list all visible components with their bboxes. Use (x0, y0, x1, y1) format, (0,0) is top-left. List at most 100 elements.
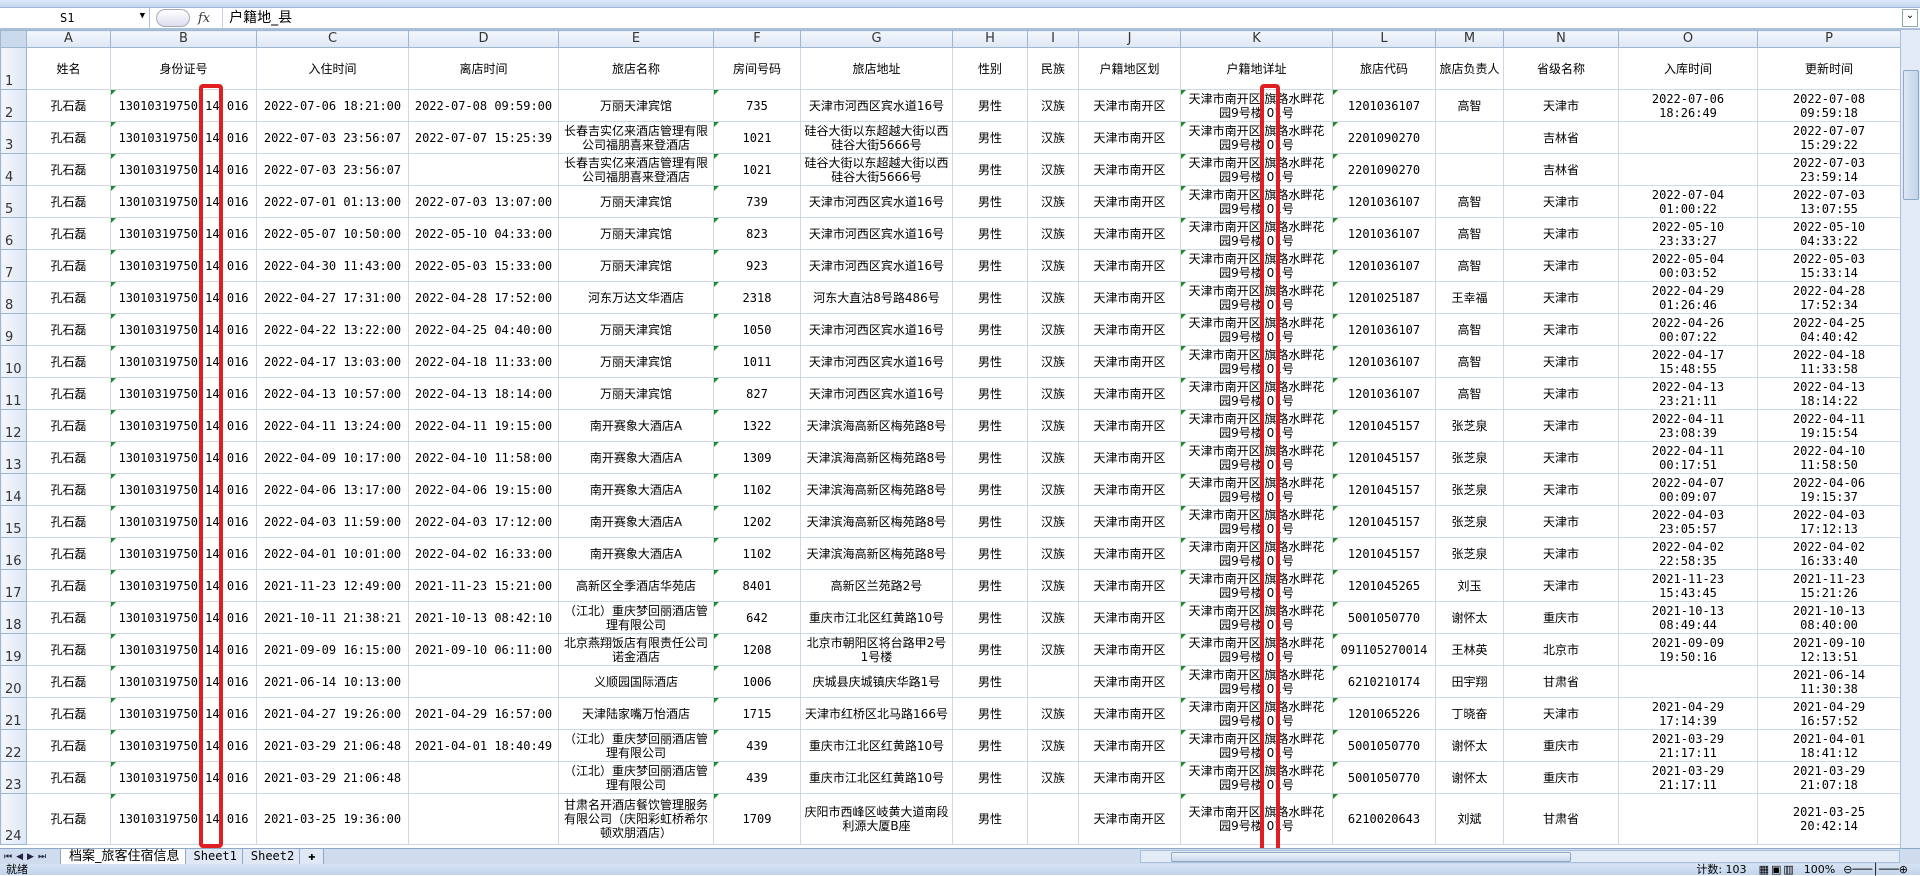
row-header[interactable]: 12 (0, 409, 27, 442)
cell-P[interactable]: 2022-04-06 19:15:37 (1757, 473, 1901, 506)
cell-B[interactable]: 13010319750 14 016 (110, 121, 257, 154)
select-all-button[interactable] (0, 30, 27, 48)
cell-E[interactable]: 天津陆家嘴万怡酒店 (558, 697, 714, 730)
cell-L[interactable]: 1201045157 (1332, 537, 1436, 570)
cell-A[interactable]: 孔石磊 (26, 665, 111, 698)
cell-A[interactable]: 孔石磊 (26, 505, 111, 538)
cell-H[interactable]: 男性 (952, 121, 1028, 154)
cell-F[interactable]: 642 (713, 601, 801, 634)
cell-J[interactable]: 天津市南开区 (1078, 761, 1181, 794)
cell-D[interactable]: 2022-07-07 15:25:39 (408, 121, 559, 154)
cell-H[interactable]: 男性 (952, 665, 1028, 698)
cell-A[interactable]: 孔石磊 (26, 793, 111, 845)
cell-G[interactable]: 天津市河西区宾水道16号 (800, 217, 953, 250)
cell-G[interactable]: 河东大直沽8号路486号 (800, 281, 953, 314)
column-header-B[interactable]: B (110, 30, 257, 48)
cell-C[interactable]: 2022-07-03 23:56:07 (256, 121, 409, 154)
cell-G[interactable]: 天津市河西区宾水道16号 (800, 377, 953, 410)
cell-J[interactable]: 天津市南开区 (1078, 249, 1181, 282)
cell-F[interactable]: 1309 (713, 441, 801, 474)
cell-F[interactable]: 823 (713, 217, 801, 250)
cell-I[interactable]: 汉族 (1027, 409, 1079, 442)
cell-H[interactable]: 男性 (952, 313, 1028, 346)
cell-K[interactable]: 天津市南开区 旗路水畔花园9号楼 01号 (1180, 601, 1333, 634)
cell-K[interactable]: 天津市南开区 旗路水畔花园9号楼 01号 (1180, 793, 1333, 845)
cell-K[interactable]: 天津市南开区 旗路水畔花园9号楼 01号 (1180, 345, 1333, 378)
cell-G[interactable]: 天津市河西区宾水道16号 (800, 313, 953, 346)
cell-B[interactable]: 13010319750 14 016 (110, 537, 257, 570)
cell-I[interactable] (1027, 665, 1079, 698)
cell-K[interactable]: 天津市南开区 旗路水畔花园9号楼 01号 (1180, 665, 1333, 698)
cell-O[interactable]: 2021-10-13 08:49:44 (1618, 601, 1758, 634)
cell-F[interactable]: 1006 (713, 665, 801, 698)
insert-sheet-icon[interactable]: ✚ (299, 848, 325, 865)
cell-E[interactable]: 长春吉实亿来酒店管理有限公司福朋喜来登酒店 (558, 153, 714, 186)
column-header-M[interactable]: M (1435, 30, 1504, 48)
cell-K[interactable]: 天津市南开区 旗路水畔花园9号楼 01号 (1180, 377, 1333, 410)
cell-L[interactable]: 1201025187 (1332, 281, 1436, 314)
cell-H[interactable]: 男性 (952, 569, 1028, 602)
cell-B[interactable]: 13010319750 14 016 (110, 153, 257, 186)
cell-L[interactable]: 1201036107 (1332, 249, 1436, 282)
cell-L[interactable]: 1201045157 (1332, 441, 1436, 474)
cell-I[interactable]: 汉族 (1027, 153, 1079, 186)
cell-F[interactable]: 1102 (713, 473, 801, 506)
cell-D[interactable]: 2021-11-23 15:21:00 (408, 569, 559, 602)
cell-J[interactable]: 天津市南开区 (1078, 569, 1181, 602)
cell-H[interactable]: 男性 (952, 89, 1028, 122)
cell-J[interactable]: 天津市南开区 (1078, 313, 1181, 346)
cell-E[interactable]: 南开赛象大酒店A (558, 505, 714, 538)
cell-C[interactable]: 2022-04-09 10:17:00 (256, 441, 409, 474)
cell-B[interactable]: 13010319750 14 016 (110, 665, 257, 698)
cell-C[interactable]: 2022-04-13 10:57:00 (256, 377, 409, 410)
cell-D[interactable] (408, 761, 559, 794)
cell-D[interactable]: 2021-09-10 06:11:00 (408, 633, 559, 666)
cell-C[interactable]: 2021-03-29 21:06:48 (256, 729, 409, 762)
cell-M[interactable]: 谢怀太 (1435, 729, 1504, 762)
cell-N[interactable]: 天津市 (1503, 345, 1619, 378)
cell-C[interactable]: 2022-04-11 13:24:00 (256, 409, 409, 442)
cell-E[interactable]: 万丽天津宾馆 (558, 377, 714, 410)
cell-N[interactable]: 甘肃省 (1503, 793, 1619, 845)
expand-formula-bar-icon[interactable]: ⌄ (1902, 9, 1918, 27)
row-header[interactable]: 22 (0, 729, 27, 762)
cell-H[interactable]: 男性 (952, 441, 1028, 474)
cell-H[interactable]: 男性 (952, 729, 1028, 762)
cell-C[interactable]: 2022-04-22 13:22:00 (256, 313, 409, 346)
cell-B[interactable]: 13010319750 14 016 (110, 633, 257, 666)
cell-I[interactable]: 汉族 (1027, 537, 1079, 570)
cell-M[interactable]: 张芝泉 (1435, 505, 1504, 538)
cell-B[interactable]: 13010319750 14 016 (110, 601, 257, 634)
row-header[interactable]: 18 (0, 601, 27, 634)
cell-O[interactable]: 2022-05-04 00:03:52 (1618, 249, 1758, 282)
cell-L[interactable]: 1201036107 (1332, 345, 1436, 378)
cell-O[interactable]: 2022-04-03 23:05:57 (1618, 505, 1758, 538)
cell-F[interactable]: 1202 (713, 505, 801, 538)
cell-D[interactable] (408, 153, 559, 186)
cell-K[interactable]: 天津市南开区 旗路水畔花园9号楼 01号 (1180, 697, 1333, 730)
cell-A[interactable]: 孔石磊 (26, 569, 111, 602)
cell-B[interactable]: 13010319750 14 016 (110, 217, 257, 250)
cell-K[interactable]: 天津市南开区 旗路水畔花园9号楼 01号 (1180, 185, 1333, 218)
cell-K[interactable]: 天津市南开区 旗路水畔花园9号楼 01号 (1180, 761, 1333, 794)
cell-I[interactable]: 汉族 (1027, 601, 1079, 634)
row-header[interactable]: 2 (0, 89, 27, 122)
header-cell[interactable]: 户籍地详址 (1180, 47, 1333, 90)
column-header-A[interactable]: A (26, 30, 111, 48)
cell-D[interactable]: 2021-04-01 18:40:49 (408, 729, 559, 762)
cell-I[interactable]: 汉族 (1027, 377, 1079, 410)
cell-G[interactable]: 天津滨海高新区梅苑路8号 (800, 473, 953, 506)
column-header-C[interactable]: C (256, 30, 409, 48)
column-header-G[interactable]: G (800, 30, 953, 48)
header-cell[interactable]: 入住时间 (256, 47, 409, 90)
cell-E[interactable]: （江北）重庆梦回丽酒店管理有限公司 (558, 601, 714, 634)
column-header-K[interactable]: K (1180, 30, 1333, 48)
cell-B[interactable]: 13010319750 14 016 (110, 729, 257, 762)
row-header[interactable]: 13 (0, 441, 27, 474)
cell-B[interactable]: 13010319750 14 016 (110, 409, 257, 442)
cell-N[interactable]: 重庆市 (1503, 761, 1619, 794)
cell-M[interactable] (1435, 121, 1504, 154)
cell-L[interactable]: 1201045157 (1332, 473, 1436, 506)
cell-F[interactable]: 1715 (713, 697, 801, 730)
cell-P[interactable]: 2021-04-01 18:41:12 (1757, 729, 1901, 762)
